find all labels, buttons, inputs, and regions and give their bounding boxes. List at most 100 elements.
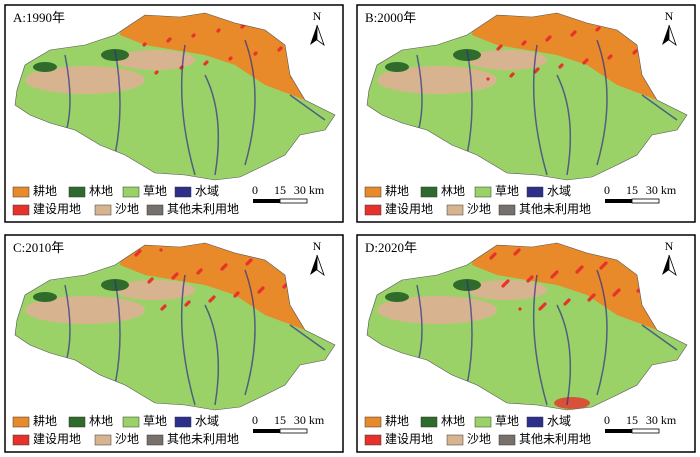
built-up — [163, 304, 167, 308]
forest — [33, 292, 57, 302]
legend-label: 其他未利用地 — [519, 202, 591, 216]
built-up — [629, 256, 633, 260]
legend-swatch — [446, 204, 464, 216]
river — [289, 94, 326, 121]
built-up — [567, 298, 571, 302]
built-up — [271, 256, 275, 260]
scale-label: 15 — [274, 183, 286, 197]
legend-label: 草地 — [143, 184, 167, 198]
scale-label: 15 — [626, 183, 638, 197]
built-up — [560, 63, 564, 67]
river — [204, 74, 220, 176]
forest — [385, 62, 409, 72]
sand — [25, 66, 145, 94]
land-use-map — [367, 13, 687, 180]
scale-label: 30 km — [294, 183, 325, 197]
built-up — [634, 49, 638, 53]
legend-label: 林地 — [89, 414, 113, 428]
region-outline — [14, 242, 336, 411]
built-up — [159, 248, 163, 252]
legend-swatch — [174, 186, 192, 198]
legend-label: 沙地 — [115, 432, 139, 446]
built-up — [212, 295, 216, 299]
north-arrow — [662, 255, 669, 275]
legend-label: 耕地 — [33, 413, 57, 428]
built-up — [273, 254, 277, 258]
region-outline — [14, 12, 336, 181]
scale-bar — [631, 428, 660, 434]
region-outline — [366, 242, 688, 411]
north-arrow — [316, 254, 325, 277]
built-up — [626, 259, 630, 263]
legend-label: 耕地 — [385, 183, 409, 198]
river — [532, 274, 548, 406]
built-up — [554, 397, 590, 409]
legend-label: 其他未利用地 — [167, 202, 239, 216]
legend-swatch — [12, 416, 30, 428]
built-up — [573, 30, 577, 34]
legend-swatch — [122, 186, 140, 198]
scale-label: 0 — [252, 183, 258, 197]
north-label: N — [665, 239, 674, 253]
river — [532, 44, 548, 176]
river — [466, 279, 473, 386]
built-up — [199, 268, 203, 272]
panel-border — [4, 4, 344, 223]
built-up — [511, 72, 515, 76]
legend-label: 林地 — [441, 184, 465, 198]
region-outline — [366, 12, 688, 181]
legend-label: 其他未利用地 — [519, 432, 591, 446]
built-up — [265, 20, 269, 24]
river — [466, 49, 473, 156]
north-arrow — [662, 25, 669, 45]
north-label: N — [313, 9, 322, 23]
sand — [377, 296, 497, 324]
scale-bar — [253, 429, 280, 433]
river — [204, 304, 220, 406]
legend-swatch — [12, 434, 30, 446]
legend-label: 沙地 — [467, 202, 491, 216]
built-up — [286, 281, 290, 285]
panel-border — [356, 234, 696, 453]
legend-label: 建设用地 — [385, 202, 433, 216]
built-up — [266, 19, 270, 23]
north-label: N — [313, 239, 322, 253]
sand — [25, 296, 145, 324]
legend-swatch — [364, 186, 382, 198]
legend-swatch — [68, 186, 86, 198]
scale-label: 30 km — [294, 413, 325, 427]
legend-label: 建设用地 — [33, 202, 81, 216]
legend-swatch — [174, 416, 192, 428]
legend-label: 水域 — [547, 414, 571, 428]
legend-swatch — [474, 416, 492, 428]
sand — [467, 50, 547, 70]
scale-bar — [631, 198, 660, 204]
built-up — [499, 44, 503, 48]
built-up — [627, 258, 631, 262]
river — [596, 269, 608, 396]
panel-border — [4, 234, 344, 453]
built-up — [150, 277, 154, 281]
built-up — [617, 288, 621, 292]
north-arrow — [668, 24, 677, 47]
legend-label: 水域 — [195, 184, 219, 198]
built-up — [640, 285, 644, 289]
built-up — [168, 37, 172, 41]
built-up — [506, 279, 510, 283]
built-up — [493, 252, 497, 256]
legend-swatch — [94, 204, 112, 216]
legend-swatch — [498, 204, 516, 216]
river — [114, 49, 121, 156]
built-up — [555, 270, 559, 274]
river — [596, 39, 608, 166]
river — [180, 44, 196, 176]
river — [641, 324, 678, 351]
legend-swatch — [146, 434, 164, 446]
scale-bar — [279, 428, 308, 434]
river — [289, 324, 326, 351]
panel-label: D:2020年 — [365, 240, 417, 255]
built-up — [270, 257, 274, 261]
